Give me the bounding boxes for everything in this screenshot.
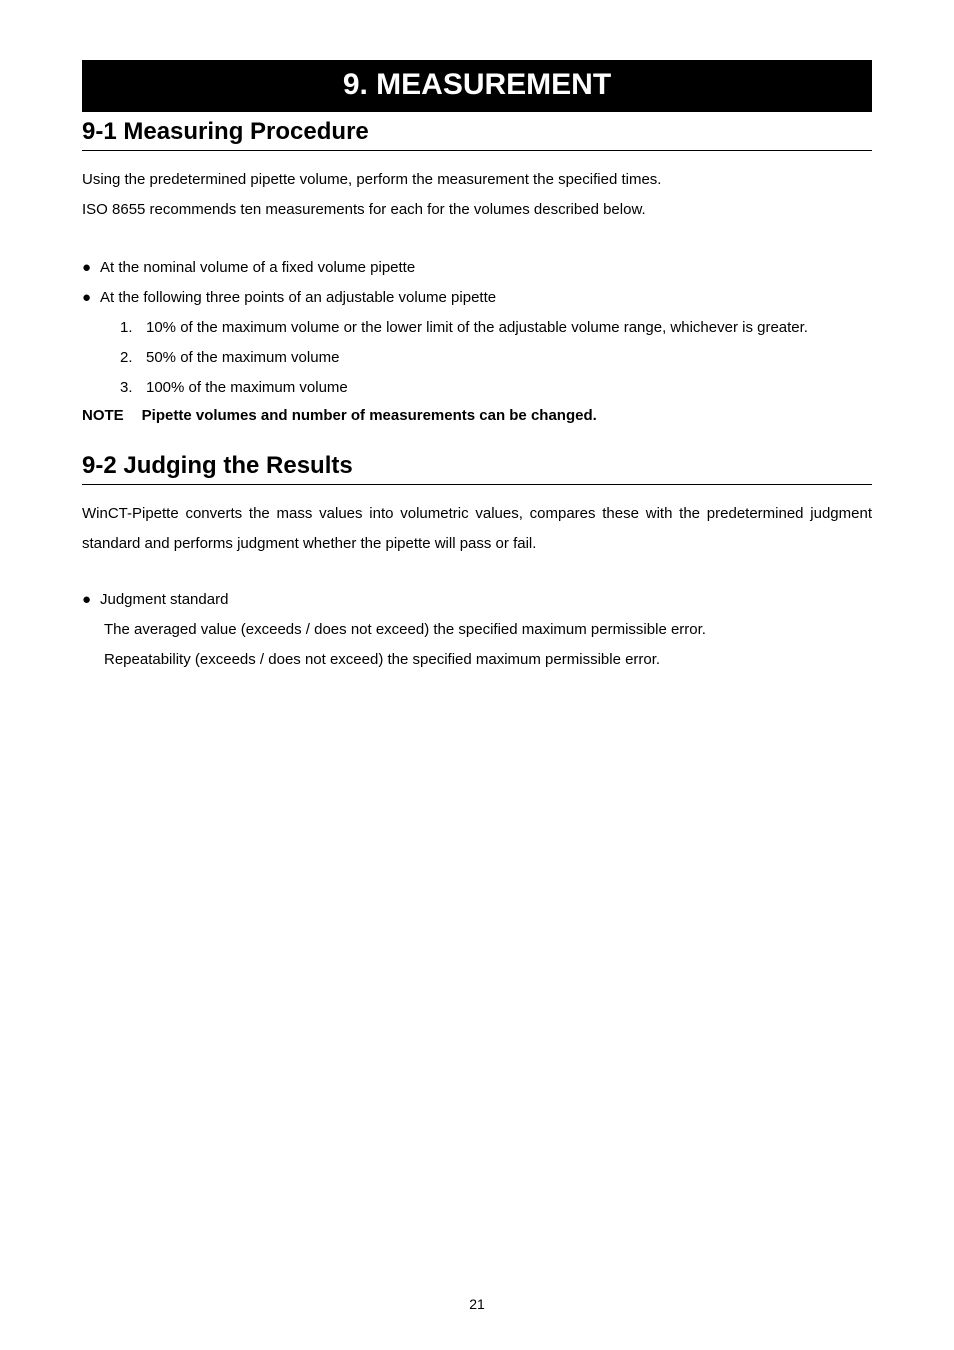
section2-intro: WinCT-Pipette converts the mass values i… (82, 499, 872, 559)
bullet-text: Judgment standard (100, 585, 228, 615)
section2-bullets: ● Judgment standard The averaged value (… (82, 585, 872, 675)
bullet-text: At the nominal volume of a fixed volume … (100, 253, 415, 283)
note-line: NOTE Pipette volumes and number of measur… (82, 407, 872, 424)
bullet-icon: ● (82, 283, 100, 313)
chapter-banner: 9. MEASUREMENT (82, 60, 872, 112)
bullet-item: ● At the following three points of an ad… (82, 283, 872, 313)
list-item: 1. 10% of the maximum volume or the lowe… (120, 313, 872, 343)
list-marker: 1. (120, 313, 146, 343)
sub-paragraph: Repeatability (exceeds / does not exceed… (82, 645, 872, 675)
bullet-item: ● At the nominal volume of a fixed volum… (82, 253, 872, 283)
section1-intro: Using the predetermined pipette volume, … (82, 165, 872, 225)
paragraph: Using the predetermined pipette volume, … (82, 165, 872, 195)
list-text: 10% of the maximum volume or the lower l… (146, 313, 872, 343)
sub-paragraph: The averaged value (exceeds / does not e… (82, 615, 872, 645)
list-marker: 3. (120, 373, 146, 403)
list-marker: 2. (120, 343, 146, 373)
page-number: 21 (0, 1296, 954, 1312)
list-text: 50% of the maximum volume (146, 343, 872, 373)
paragraph: WinCT-Pipette converts the mass values i… (82, 499, 872, 559)
section-heading-9-1: 9-1 Measuring Procedure (82, 118, 872, 151)
section-heading-9-2: 9-2 Judging the Results (82, 452, 872, 485)
list-text: 100% of the maximum volume (146, 373, 872, 403)
bullet-text: At the following three points of an adju… (100, 283, 496, 313)
bullet-item: ● Judgment standard (82, 585, 872, 615)
bullet-icon: ● (82, 585, 100, 615)
section1-bullets: ● At the nominal volume of a fixed volum… (82, 253, 872, 403)
list-item: 3. 100% of the maximum volume (120, 373, 872, 403)
note-label: NOTE (82, 407, 124, 424)
numbered-list: 1. 10% of the maximum volume or the lowe… (82, 313, 872, 403)
note-text: Pipette volumes and number of measuremen… (142, 407, 597, 424)
paragraph: ISO 8655 recommends ten measurements for… (82, 195, 872, 225)
list-item: 2. 50% of the maximum volume (120, 343, 872, 373)
bullet-icon: ● (82, 253, 100, 283)
